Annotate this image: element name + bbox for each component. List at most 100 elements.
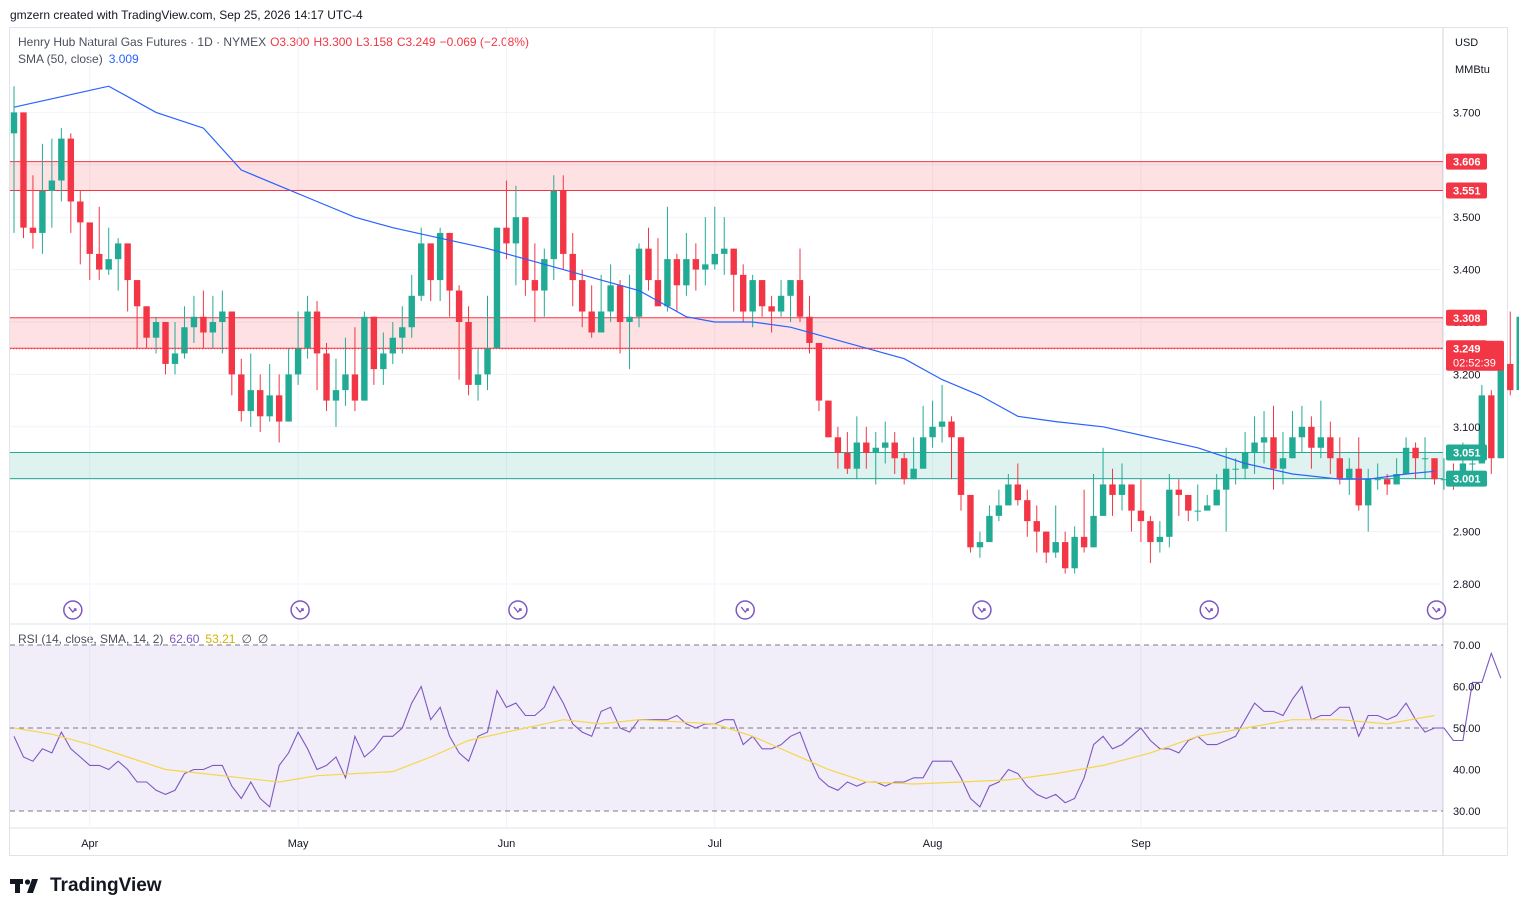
candle-body (20, 112, 27, 228)
candle-body (541, 259, 548, 291)
candle-body (389, 337, 396, 354)
time-axis-label: May (288, 838, 309, 850)
candle-body (1232, 468, 1239, 470)
created-note: gmzern created with TradingView.com, Sep… (10, 8, 363, 22)
event-marker-glyph (977, 606, 986, 614)
tradingview-wordmark: TradingView (50, 875, 162, 896)
time-axis-label: Sep (1131, 838, 1151, 850)
candle-body (257, 390, 264, 417)
candle-body (323, 353, 330, 401)
candle-body (967, 494, 974, 548)
candle-body (787, 280, 794, 296)
candle-body (815, 342, 823, 401)
candle-body (58, 138, 65, 181)
time-axis-label: Jun (498, 838, 516, 850)
candle-body (1393, 473, 1400, 485)
time-axis-label: Aug (923, 838, 943, 850)
candle-body (48, 180, 56, 191)
event-marker-icon (735, 600, 755, 620)
candle-body (408, 295, 415, 328)
rsi-legend: RSI (14, close, SMA, 14, 2) 62.60 53.21 ∅ ∅ (18, 632, 268, 646)
candle-body (380, 353, 387, 370)
candle-body (995, 505, 1003, 516)
candle-body (588, 311, 595, 333)
price-tag (1446, 444, 1487, 461)
price-tag (1446, 309, 1487, 326)
candle-body (1279, 458, 1287, 469)
candle-body (1204, 505, 1211, 511)
candle-body (332, 390, 340, 401)
rsi-sma-line (13, 714, 1435, 785)
candle-body (493, 227, 501, 349)
candle-body (1175, 489, 1183, 495)
candle-body (1052, 542, 1059, 553)
candle-body (834, 437, 842, 453)
candle-body (77, 201, 84, 223)
unit-label[interactable]: MMBtu (1455, 64, 1490, 76)
candle-body (1469, 463, 1476, 465)
sma-label: SMA (50, close) (18, 52, 103, 66)
candle-body (1365, 479, 1372, 506)
currency-label[interactable]: USD (1455, 37, 1479, 49)
candle-body (1147, 521, 1154, 543)
candle-body (531, 280, 539, 291)
candle-body (1109, 484, 1116, 495)
last-price-tag (1446, 340, 1504, 371)
event-marker-glyph (295, 606, 304, 614)
zone-band (10, 317, 1443, 349)
candle-body (1166, 489, 1173, 537)
candle-body (418, 243, 425, 296)
candle-body (446, 232, 453, 291)
candle-body (758, 280, 766, 307)
candle-body (1014, 484, 1022, 501)
candle-body (1222, 468, 1230, 490)
candle-body (1071, 536, 1078, 569)
candle-body (635, 248, 643, 317)
candle-body (162, 322, 169, 364)
price-tick-label: 3.700 (1453, 107, 1481, 119)
time-axis-label: Apr (81, 838, 98, 850)
candle-body (124, 243, 131, 281)
rsi-extra-2: ∅ (257, 632, 269, 646)
ohlc-close: C3.249 (396, 35, 436, 49)
candle-body (1431, 458, 1438, 480)
candle-body (1507, 363, 1514, 391)
candle-body (919, 437, 927, 469)
candle-body (436, 232, 444, 281)
zone-band (10, 452, 1443, 479)
candle-body (957, 437, 965, 495)
symbol-title: Henry Hub Natural Gas Futures · 1D · NYM… (18, 35, 267, 49)
event-marker-icon (972, 600, 992, 620)
rsi-tick-label: 70.00 (1453, 640, 1481, 652)
candle-body (1317, 437, 1325, 448)
candle-body (1080, 536, 1088, 548)
time-axis-label: Jul (708, 838, 722, 850)
rsi-value: 62.60 (169, 632, 200, 646)
price-tick-label: 3.500 (1453, 212, 1481, 224)
candle-body (266, 395, 273, 417)
candle-body (692, 259, 700, 270)
candle-body (550, 191, 557, 260)
candle-body (929, 426, 936, 438)
candle-body (474, 374, 482, 385)
candle-body (313, 311, 321, 354)
candle-body (673, 259, 681, 286)
candle-body (399, 327, 406, 338)
candle-body (1412, 447, 1419, 459)
candle-body (872, 447, 879, 453)
candle-body (607, 285, 614, 312)
candle-body (853, 442, 861, 469)
sma-legend: SMA (50, close) 3.009 (18, 52, 139, 66)
candle-body (948, 421, 955, 438)
candle-body (1090, 515, 1097, 548)
candle-body (739, 274, 747, 312)
candle-body (351, 374, 359, 401)
candle-body (986, 515, 993, 543)
sma-line (13, 85, 1435, 480)
candle-body (86, 222, 93, 254)
ohlc-high: H3.300 (313, 35, 353, 49)
candle-body (238, 374, 245, 412)
candle-body (1213, 489, 1220, 506)
candle-body (285, 374, 292, 422)
